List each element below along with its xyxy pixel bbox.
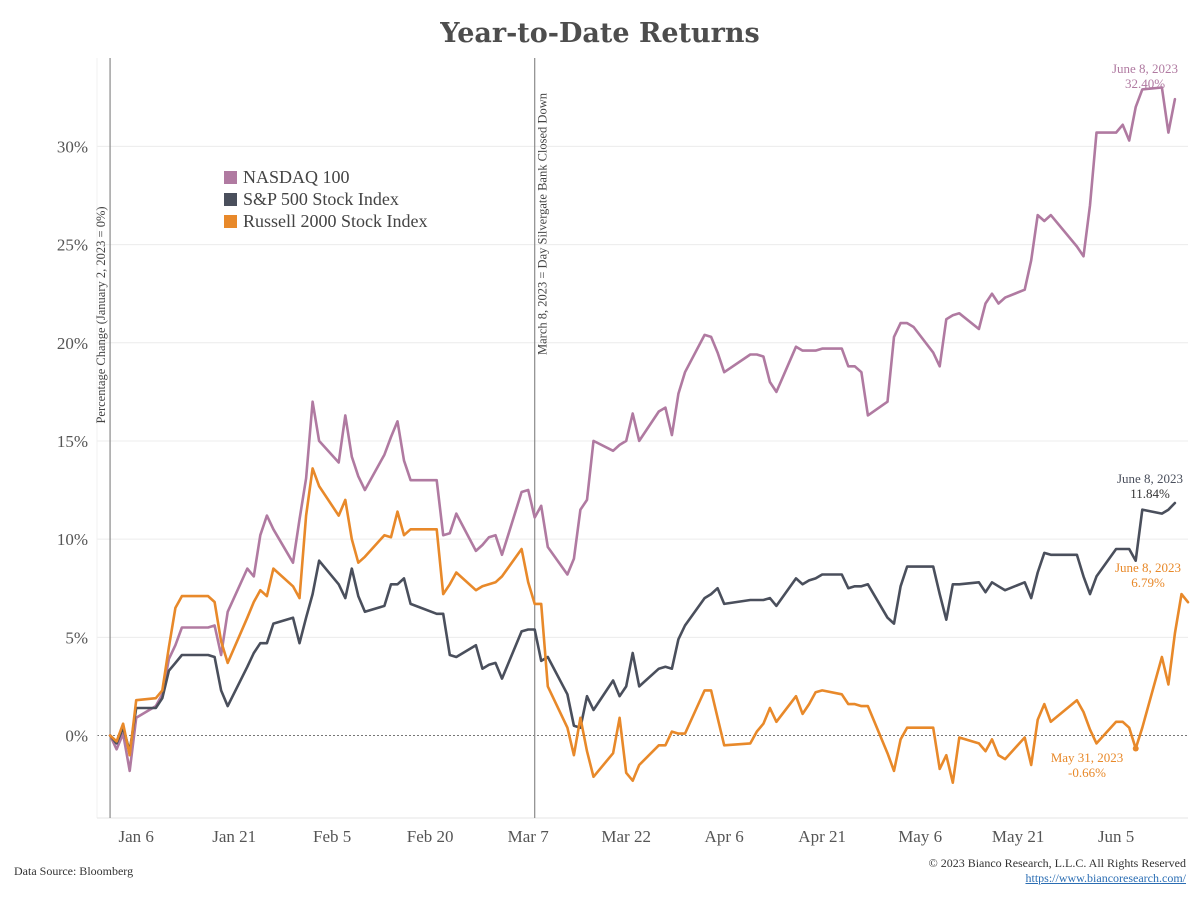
footer-credits: © 2023 Bianco Research, L.L.C. All Right… (929, 856, 1186, 886)
x-tick-label: Feb 5 (313, 827, 351, 846)
legend-label: Russell 2000 Stock Index (243, 211, 428, 231)
x-tick-label: May 6 (898, 827, 942, 846)
x-tick-label: May 21 (992, 827, 1044, 846)
x-axis: Jan 6 Jan 21 Feb 5 Feb 20 Mar 7 Mar 22 Apr 6 Ap… (118, 827, 1134, 846)
legend-label: NASDAQ 100 (243, 167, 350, 187)
reference-line-label: March 8, 2023 = Day Silvergate Bank Clos… (536, 92, 550, 355)
copyright: © 2023 Bianco Research, L.L.C. All Right… (928, 856, 1186, 870)
y-tick-label: 0% (65, 727, 88, 746)
series-line (108, 467, 1190, 785)
x-tick-label: Jun 5 (1098, 827, 1134, 846)
series-line (108, 86, 1177, 773)
y-tick-label: 10% (57, 530, 88, 549)
annotation-date: June 8, 2023 (1112, 61, 1178, 76)
legend-swatch (224, 171, 237, 184)
annotation-value: -0.66% (1068, 765, 1106, 780)
x-tick-label: Apr 6 (705, 827, 744, 846)
x-tick-label: Feb 20 (407, 827, 454, 846)
legend-label: S&P 500 Stock Index (243, 189, 399, 209)
x-tick-label: Apr 21 (798, 827, 846, 846)
reference-line-label: Percentage Change (January 2, 2023 = 0%) (94, 206, 108, 423)
annotation-date: June 8, 2023 (1115, 560, 1181, 575)
website-link[interactable]: https://www.biancoresearch.com/ (1025, 871, 1186, 885)
chart-title: Year-to-Date Returns (439, 18, 759, 49)
annotation-date: June 8, 2023 (1117, 471, 1183, 486)
y-tick-label: 5% (65, 628, 88, 647)
x-tick-label: Mar 7 (508, 827, 550, 846)
x-tick-label: Jan 6 (118, 827, 153, 846)
y-tick-label: 25% (57, 236, 88, 255)
y-tick-label: 15% (57, 432, 88, 451)
legend-swatch (224, 193, 237, 206)
y-axis: 0% 5% 10% 15% 20% 25% 30% (57, 137, 88, 745)
annotation-value: 11.84% (1130, 486, 1170, 501)
y-tick-label: 20% (57, 334, 88, 353)
annotation-value: 32.40% (1125, 76, 1165, 91)
series-line (108, 501, 1177, 753)
y-tick-label: 30% (57, 137, 88, 156)
annotation-value: 6.79% (1131, 575, 1165, 590)
vertical-reference-lines: Percentage Change (January 2, 2023 = 0%)… (94, 58, 550, 818)
point-marker (1132, 745, 1139, 752)
annotation-date: May 31, 2023 (1051, 750, 1124, 765)
legend-swatch (224, 215, 237, 228)
series-lines (108, 86, 1190, 785)
x-tick-label: Mar 22 (601, 827, 651, 846)
x-tick-label: Jan 21 (212, 827, 256, 846)
data-source: Data Source: Bloomberg (14, 864, 134, 878)
